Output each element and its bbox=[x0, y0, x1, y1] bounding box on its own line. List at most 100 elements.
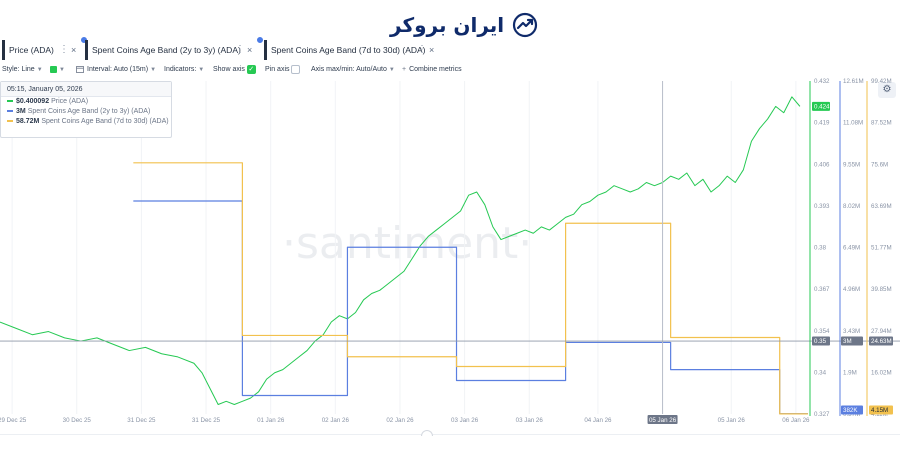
axis-last-value-badge bbox=[869, 405, 893, 415]
axis-tick-label: 4.96M bbox=[843, 286, 860, 293]
tab-close-icon[interactable]: × bbox=[429, 45, 435, 55]
pin-axis-label: Pin axis bbox=[265, 66, 290, 73]
axis-cursor-label: 0.35 bbox=[814, 338, 827, 345]
axis-tick-label: 3.43M bbox=[843, 328, 860, 335]
axis-cursor-label: 3M bbox=[843, 338, 852, 345]
indicators-select[interactable]: Indicators: ▼ bbox=[164, 63, 204, 77]
axis-tick-label: 16.02M bbox=[871, 369, 892, 376]
axis-last-value-label: 4.15M bbox=[871, 407, 888, 414]
axis-last-value-label: 0.424 bbox=[814, 103, 830, 110]
axis-last-value-badge bbox=[841, 405, 863, 415]
axis-minmax-select[interactable]: Axis max/min: Auto/Auto ▼ bbox=[311, 63, 395, 77]
tooltip-row-band-7d-30d: 58.72M Spent Coins Age Band (7d to 30d) (… bbox=[1, 117, 171, 127]
tooltip-row-price: $0.400092 Price (ADA) bbox=[1, 97, 171, 107]
x-axis-tick-label: 03 Jan 26 bbox=[451, 417, 479, 424]
indicators-label: Indicators: bbox=[164, 66, 197, 73]
x-axis-tick-label: 02 Jan 26 bbox=[386, 417, 414, 424]
x-axis-tick-label: 31 Dec 25 bbox=[192, 417, 221, 424]
x-axis-tick-label: 04 Jan 26 bbox=[584, 417, 612, 424]
axis-tick-label: 12.61M bbox=[843, 78, 864, 85]
pin-axis-checkbox[interactable] bbox=[291, 64, 301, 74]
tooltip-date: 05:15, January 05, 2026 bbox=[1, 82, 171, 97]
x-axis-tick-label: 05 Jan 26 bbox=[649, 417, 677, 424]
axis-tick-label: 0.406 bbox=[814, 161, 830, 168]
tab-close-icon[interactable]: × bbox=[247, 45, 253, 55]
tab-menu-icon[interactable]: ⋮ bbox=[417, 44, 427, 55]
show-axis-checkbox[interactable]: ✓ bbox=[246, 64, 256, 74]
santiment-watermark: ·santiment· bbox=[282, 218, 532, 269]
series-line-band-7d-30d bbox=[133, 162, 808, 415]
axis-tick-label: 0.367 bbox=[814, 286, 830, 293]
chart-settings-icon[interactable]: ⚙ bbox=[878, 82, 896, 98]
chart-cursor bbox=[0, 81, 900, 414]
tooltip-value: $0.400092 bbox=[16, 98, 50, 105]
axis-tick-label: 0.419 bbox=[814, 120, 830, 127]
axis-tick-label: 27.94M bbox=[871, 328, 892, 335]
tooltip-series-name: Spent Coins Age Band (2y to 3y) (ADA) bbox=[27, 108, 151, 115]
pin-axis-toggle[interactable]: Pin axis bbox=[265, 63, 301, 77]
axis-tick-label: 63.69M bbox=[871, 203, 892, 210]
axis-last-value-badge bbox=[812, 101, 830, 111]
x-axis-tick-label: 30 Dec 25 bbox=[63, 417, 92, 424]
axis-tick-label: 75.6M bbox=[871, 161, 888, 168]
tooltip-value: 3M bbox=[16, 108, 26, 115]
style-select-label: Style: Line bbox=[2, 66, 35, 73]
color-swatch bbox=[50, 65, 57, 73]
axis-tick-label: 87.52M bbox=[871, 120, 892, 127]
metric-tab-label: Spent Coins Age Band (2y to 3y) (ADA) bbox=[92, 45, 241, 55]
price-axis: 0.432 0.419 0.406 0.393 0.38 0.367 0.354 0.34 0.… bbox=[809, 78, 830, 418]
metric-tab-label: Spent Coins Age Band (7d to 30d) (ADA) bbox=[271, 45, 426, 55]
axis-tick-label: 9.55M bbox=[843, 161, 860, 168]
metric-tabs: Price (ADA) ⋮ × Spent Coins Age Band (2y… bbox=[0, 36, 900, 98]
timeline-track bbox=[0, 434, 900, 435]
tab-badge-icon bbox=[256, 36, 264, 44]
show-axis-toggle[interactable]: Show axis ✓ bbox=[213, 63, 256, 77]
show-axis-label: Show axis bbox=[213, 66, 245, 73]
combine-metrics-button[interactable]: + Combine metrics bbox=[402, 63, 462, 77]
chart-tooltip: 05:15, January 05, 2026 $0.400092 Price (… bbox=[0, 81, 172, 138]
metric-tab-label: Price (ADA) bbox=[9, 45, 54, 55]
brand-logo-text: ایران بروکر bbox=[390, 13, 505, 37]
x-axis: 29 Dec 25 30 Dec 25 31 Dec 25 31 Dec 25 01 J… bbox=[0, 415, 810, 424]
axis-tick-label: 39.85M bbox=[871, 286, 892, 293]
chevron-down-icon: ▼ bbox=[36, 67, 43, 73]
plus-icon: + bbox=[402, 66, 407, 73]
axis-tick-label: 0.38 bbox=[814, 245, 827, 252]
x-axis-tick-label: 03 Jan 26 bbox=[516, 417, 544, 424]
chevron-down-icon: ▼ bbox=[388, 67, 395, 73]
axis-tick-label: 11.08M bbox=[843, 120, 863, 127]
series-line-price bbox=[0, 96, 801, 405]
tooltip-series-marker bbox=[7, 120, 13, 123]
tab-menu-icon[interactable]: ⋮ bbox=[235, 44, 245, 55]
band-7d-30d-axis: 99.42M 87.52M 75.6M 63.69M 51.77M 39.85M 27.94… bbox=[866, 78, 893, 418]
axis-last-value-label: 382K bbox=[843, 407, 858, 414]
x-axis-tick-label: 29 Dec 25 bbox=[0, 417, 27, 424]
axis-minmax-label: Axis max/min: Auto/Auto bbox=[311, 66, 387, 73]
x-axis-tick-label: 01 Jan 26 bbox=[257, 417, 285, 424]
metric-tab-price[interactable]: Price (ADA) ⋮ × bbox=[2, 36, 88, 60]
axis-tick-label: 0.354 bbox=[814, 328, 830, 335]
color-select[interactable]: ▼ bbox=[50, 63, 65, 77]
tab-menu-icon[interactable]: ⋮ bbox=[59, 44, 69, 55]
tab-close-icon[interactable]: × bbox=[71, 45, 77, 55]
interval-select-label: Interval: Auto (15m) bbox=[87, 66, 149, 73]
metric-tab-band-7d-30d[interactable]: Spent Coins Age Band (7d to 30d) (ADA) ⋮… bbox=[264, 40, 439, 60]
series-line-band-2y-3y bbox=[133, 200, 808, 415]
chart-toolbar: Style: Line ▼ ▼ Interval: Auto (15m) ▼ Ind… bbox=[0, 63, 900, 77]
axis-tick-label: 0.34 bbox=[814, 369, 827, 376]
chevron-down-icon: ▼ bbox=[59, 67, 65, 73]
axis-cursor-badge bbox=[841, 336, 863, 346]
timeline-handle[interactable] bbox=[421, 430, 433, 436]
style-select[interactable]: Style: Line ▼ bbox=[2, 63, 43, 77]
interval-select[interactable]: Interval: Auto (15m) ▼ bbox=[76, 63, 156, 77]
axis-tick-label: 51.77M bbox=[871, 245, 892, 252]
calendar-icon bbox=[76, 66, 84, 74]
tooltip-series-marker bbox=[7, 110, 13, 113]
metric-tab-band-2y-3y[interactable]: Spent Coins Age Band (2y to 3y) (ADA) ⋮ … bbox=[85, 36, 264, 60]
axis-cursor-label: 24.63M bbox=[871, 338, 892, 345]
tooltip-series-marker bbox=[7, 100, 13, 103]
axis-cursor-badge bbox=[812, 336, 830, 346]
axis-tick-label: 99.42M bbox=[871, 78, 892, 85]
tooltip-row-band-2y-3y: 3M Spent Coins Age Band (2y to 3y) (ADA) bbox=[1, 107, 171, 117]
axis-tick-label: 0.327 bbox=[814, 411, 830, 418]
